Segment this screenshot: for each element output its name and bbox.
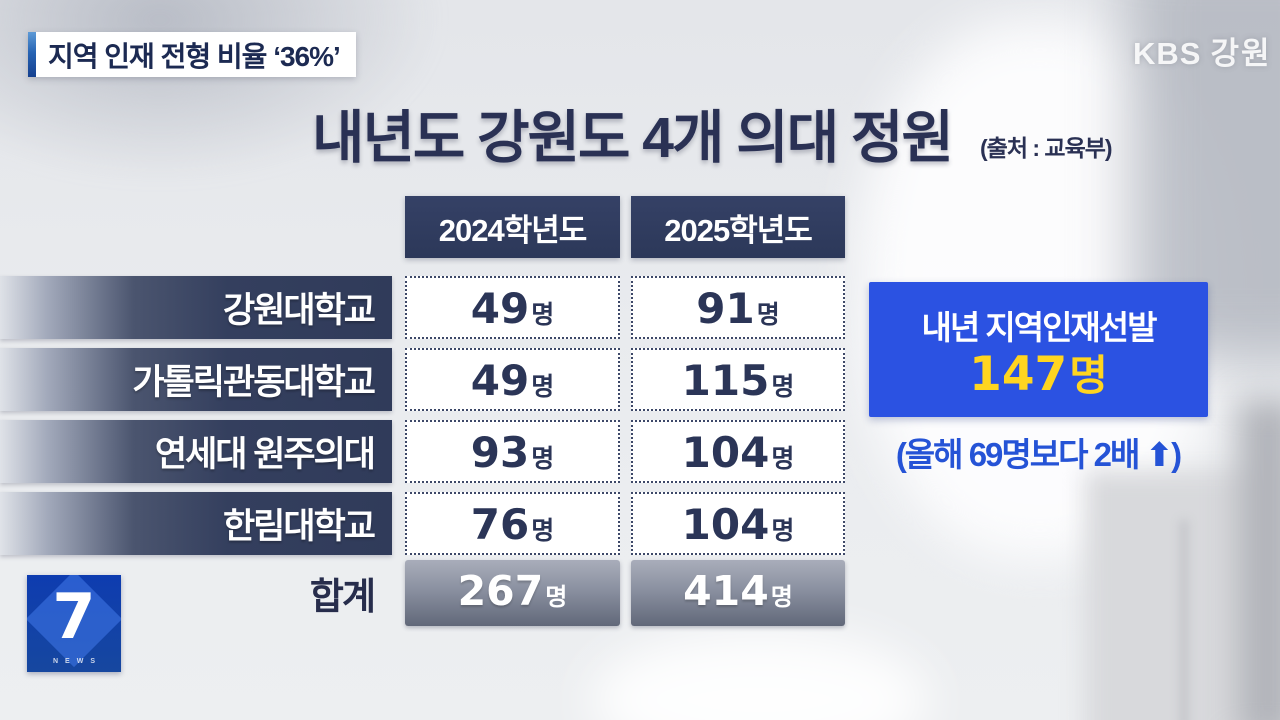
channel-7-news-label: NEWS xyxy=(53,658,102,665)
highlight-box: 내년 지역인재선발 147명 xyxy=(869,282,1208,417)
headline-badge: 지역 인재 전형 비율 ‘36%’ xyxy=(28,32,356,77)
graphic-title: 내년도 강원도 4개 의대 정원 xyxy=(312,106,954,170)
highlight-value-line: 147명 xyxy=(969,351,1108,398)
column-header-2025: 2025학년도 xyxy=(631,196,845,258)
kbs-gangwon-logo: KBS 강원 xyxy=(1133,28,1272,73)
cell-unit: 명 xyxy=(771,517,795,545)
highlight-value: 147 xyxy=(969,347,1068,402)
total-label-text: 합계 xyxy=(309,576,376,617)
row-label-kangwon: 강원대학교 xyxy=(0,276,392,339)
row-label-hallym: 한림대학교 xyxy=(0,492,392,555)
cell-unit: 명 xyxy=(771,445,795,473)
cell-catholic-kwandong-2025: 115 명 xyxy=(631,348,845,411)
cell-unit: 명 xyxy=(771,373,795,401)
row-label-catholic-kwandong: 가톨릭관동대학교 xyxy=(0,348,392,411)
highlight-title: 내년 지역인재선발 xyxy=(921,309,1157,346)
cell-kangwon-2024: 49 명 xyxy=(405,276,620,339)
row-label-text: 가톨릭관동대학교 xyxy=(132,363,376,402)
highlight-unit: 명 xyxy=(1069,352,1108,399)
blurred-person-lower xyxy=(1085,470,1275,720)
cell-value: 104 xyxy=(681,500,770,549)
kbs-logo-region: 강원 xyxy=(1210,36,1272,71)
channel-7-number: 7 xyxy=(52,580,96,653)
cell-unit: 명 xyxy=(756,301,780,329)
cell-kangwon-2025: 91 명 xyxy=(631,276,845,339)
cell-catholic-kwandong-2024: 49 명 xyxy=(405,348,620,411)
total-unit: 명 xyxy=(770,584,793,611)
cell-unit: 명 xyxy=(531,301,555,329)
row-label-text: 연세대 원주의대 xyxy=(154,435,376,474)
blurred-person-leg-line xyxy=(1180,520,1188,720)
background-right-edge xyxy=(1238,400,1280,720)
headline-badge-text: 지역 인재 전형 비율 ‘36%’ xyxy=(48,40,341,72)
total-unit: 명 xyxy=(545,584,568,611)
cell-value: 91 xyxy=(696,284,755,333)
kbs-logo-text: KBS xyxy=(1133,36,1202,71)
cell-value: 76 xyxy=(470,500,530,549)
cell-unit: 명 xyxy=(531,445,555,473)
cell-value: 49 xyxy=(470,284,530,333)
cell-unit: 명 xyxy=(531,517,555,545)
total-2025: 414 명 xyxy=(631,560,845,626)
cell-value: 115 xyxy=(681,356,770,405)
cell-hallym-2024: 76 명 xyxy=(405,492,620,555)
cell-yonsei-wonju-2025: 104 명 xyxy=(631,420,845,483)
channel-7-logo: 7 NEWS xyxy=(27,575,121,672)
row-label-text: 강원대학교 xyxy=(222,291,376,330)
cell-unit: 명 xyxy=(531,373,555,401)
graphic-source: (출처 : 교육부) xyxy=(980,135,1113,161)
cell-value: 93 xyxy=(470,428,530,477)
cell-hallym-2025: 104 명 xyxy=(631,492,845,555)
row-label-yonsei-wonju: 연세대 원주의대 xyxy=(0,420,392,483)
highlight-caption: (올해 69명보다 2배 ⬆) xyxy=(895,436,1182,473)
total-2024: 267 명 xyxy=(405,560,620,626)
headline-badge-accent-bar xyxy=(28,32,36,77)
row-label-text: 한림대학교 xyxy=(222,507,376,546)
column-header-2024: 2024학년도 xyxy=(405,196,620,258)
total-row-label: 합계 xyxy=(0,560,392,626)
total-value: 267 xyxy=(457,567,544,615)
cell-value: 49 xyxy=(470,356,530,405)
total-value: 414 xyxy=(683,567,769,615)
cell-value: 104 xyxy=(681,428,770,477)
background-bottom-glow xyxy=(590,630,930,720)
cell-yonsei-wonju-2024: 93 명 xyxy=(405,420,620,483)
